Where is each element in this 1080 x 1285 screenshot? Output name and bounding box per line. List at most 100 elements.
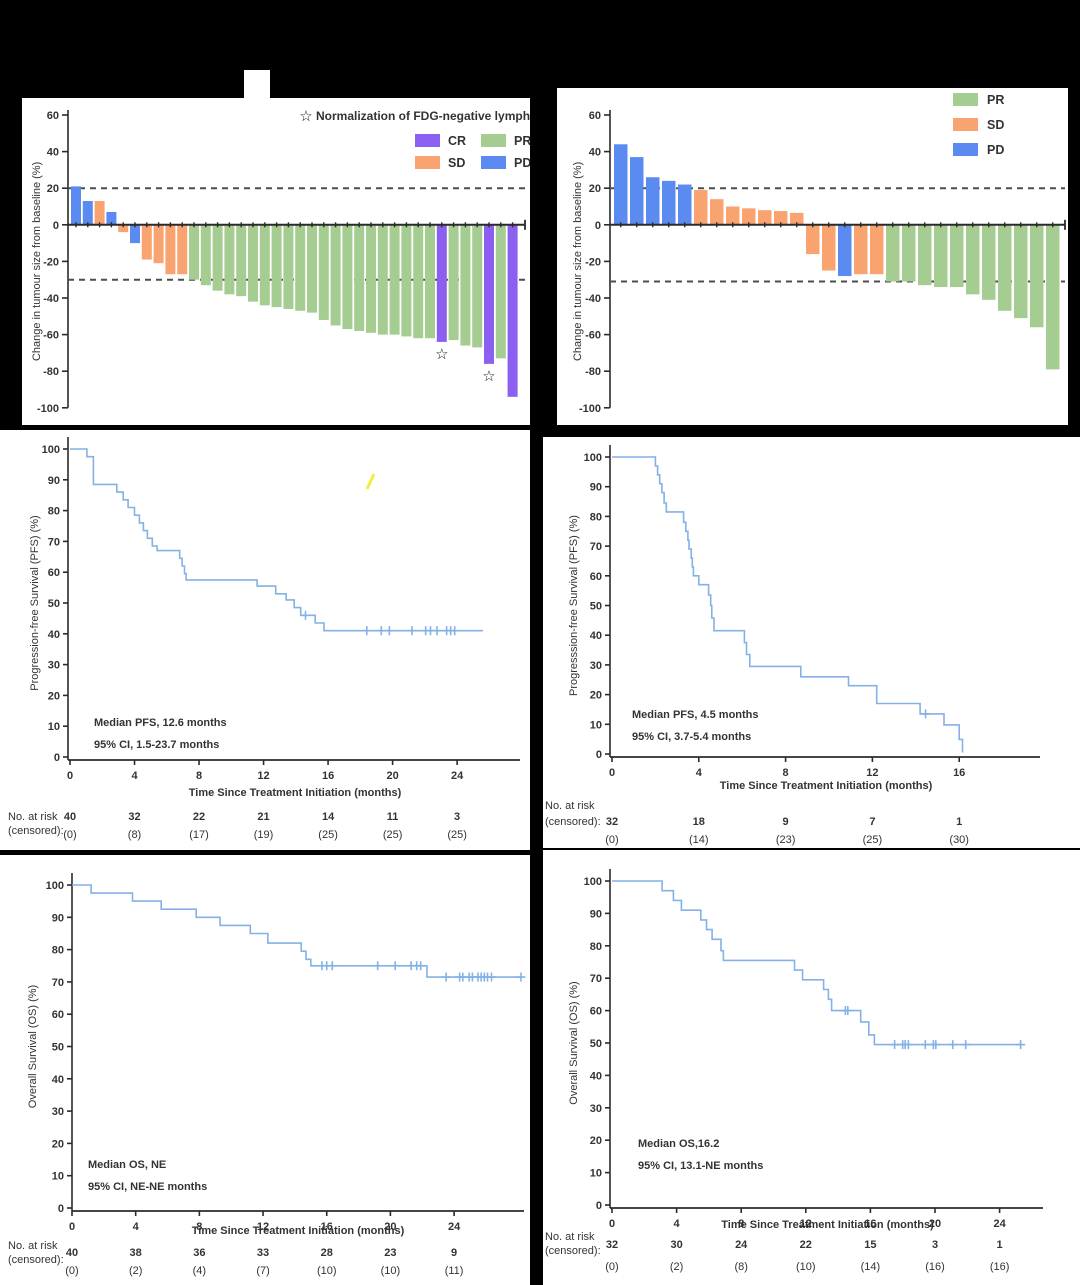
risk-count: 1: [997, 1239, 1003, 1251]
bar-pr: [886, 224, 900, 282]
y-tick-label: 10: [590, 719, 602, 731]
y-tick-label: -60: [43, 330, 59, 342]
bar-pr: [236, 224, 247, 297]
censored-count: (0): [63, 829, 76, 841]
y-tick-label: 30: [48, 660, 60, 672]
risk-table-label: (censored):: [545, 816, 601, 828]
bar-pr: [318, 224, 329, 320]
bar-cr: [507, 224, 518, 397]
bar-pd: [614, 144, 628, 225]
risk-count: 1: [956, 816, 962, 828]
censored-count: (23): [776, 834, 796, 846]
y-axis-title: Overall Survival (OS) (%): [568, 981, 580, 1104]
risk-count: 3: [932, 1239, 938, 1251]
y-tick-label: -80: [585, 366, 601, 378]
risk-count: 30: [670, 1239, 682, 1251]
legend-label: PD: [987, 143, 1004, 157]
median-annotation: Median OS, NE: [88, 1159, 166, 1171]
waterfall-cohort2-chart: 60 40 20 0 -20 -40 -60 -80 -100 Change in tumour …: [572, 93, 1066, 415]
risk-table-label: No. at risk: [8, 1240, 58, 1252]
bar-pr: [1014, 224, 1028, 319]
bar-pr: [998, 224, 1012, 311]
bar-pr: [295, 224, 306, 311]
y-tick-label: 20: [47, 183, 59, 195]
risk-count: 32: [606, 1239, 618, 1251]
median-annotation: Median PFS, 4.5 months: [632, 709, 759, 721]
star-annotation: ☆: [482, 368, 495, 385]
y-tick-label: -20: [585, 256, 601, 268]
y-tick-label: 40: [589, 147, 601, 159]
y-axis-title: Progresssion-free Survival (PFS) (%): [568, 515, 580, 696]
bar-pr: [248, 224, 258, 302]
censored-count: (0): [605, 1261, 618, 1273]
bar-sd: [806, 224, 820, 255]
legend-label: CR: [448, 134, 466, 148]
bar-sd: [94, 201, 105, 225]
ci-annotation: 95% CI, 1.5-23.7 months: [94, 739, 219, 751]
x-tick-label: 4: [674, 1218, 681, 1230]
bar-sd: [177, 224, 188, 275]
censored-count: (30): [949, 834, 969, 846]
panel-pfs-cohort1: 100 90 80 70 60 50 40 30 20 10 0 0 4 8 12 16 20 24 Progres…: [0, 430, 530, 850]
bar-sd: [822, 224, 836, 271]
x-tick-label: 12: [257, 770, 269, 782]
x-axis-title: Time Since Treatment Initiation (months): [720, 780, 933, 792]
legend-swatch-pr: [953, 93, 978, 106]
bar-pr: [982, 224, 996, 300]
y-tick-label: 60: [589, 110, 601, 122]
star-annotation: ☆: [435, 346, 448, 363]
bar-pr: [1030, 224, 1044, 328]
bar-pr: [189, 224, 199, 280]
censored-count: (25): [383, 829, 403, 841]
ci-annotation: 95% CI, 13.1-NE months: [638, 1160, 763, 1172]
censored-count: (2): [129, 1265, 142, 1277]
x-tick-label: 0: [609, 1218, 615, 1230]
bar-pr: [330, 224, 341, 326]
y-tick-label: 60: [52, 1009, 64, 1021]
y-tick-label: 60: [48, 567, 60, 579]
y-tick-label: 50: [590, 1038, 602, 1050]
risk-count: 22: [800, 1239, 812, 1251]
y-tick-label: 50: [590, 601, 602, 613]
risk-count: 14: [322, 811, 335, 823]
risk-count: 33: [257, 1247, 269, 1259]
bar-pr: [342, 224, 353, 330]
bar-pr: [401, 224, 412, 337]
y-tick-label: -20: [43, 256, 59, 268]
censored-count: (25): [318, 829, 338, 841]
bar-sd: [774, 211, 788, 225]
risk-count: 3: [454, 811, 460, 823]
bar-pd: [130, 224, 140, 244]
legend-swatch-pr: [481, 134, 506, 147]
risk-count: 11: [387, 811, 399, 823]
y-tick-label: 0: [596, 749, 602, 761]
bar-pr: [212, 224, 223, 291]
km-curve: [612, 880, 1021, 1046]
bar-pr: [366, 224, 376, 333]
censored-count: (11): [445, 1265, 464, 1277]
y-tick-label: 60: [590, 1006, 602, 1018]
waterfall-cohort1-chart: 60 40 20 0 -20 -40 -60 -80 -100 Change in tumour …: [31, 108, 530, 415]
y-tick-label: 40: [590, 630, 602, 642]
bar-sd: [153, 224, 164, 264]
bar-pr: [283, 224, 294, 309]
bar-pr: [377, 224, 388, 335]
bar-pr: [966, 224, 980, 295]
x-tick-label: 0: [67, 770, 73, 782]
risk-count: 15: [864, 1239, 876, 1251]
panel-waterfall-cohort2: 60 40 20 0 -20 -40 -60 -80 -100 Change in tumour …: [557, 88, 1068, 425]
bar-sd: [790, 212, 804, 225]
risk-table-label: (censored):: [8, 825, 64, 837]
y-tick-label: 0: [596, 1200, 602, 1212]
bar-sd: [710, 199, 724, 225]
bar-pr: [448, 224, 459, 341]
x-tick-label: 20: [929, 1218, 941, 1230]
risk-count: 22: [193, 811, 205, 823]
y-tick-label: 40: [52, 1074, 64, 1086]
y-tick-label: 20: [52, 1138, 64, 1150]
bar-pd: [82, 201, 93, 225]
star-icon: ☆: [299, 108, 312, 125]
x-tick-label: 0: [69, 1221, 75, 1233]
